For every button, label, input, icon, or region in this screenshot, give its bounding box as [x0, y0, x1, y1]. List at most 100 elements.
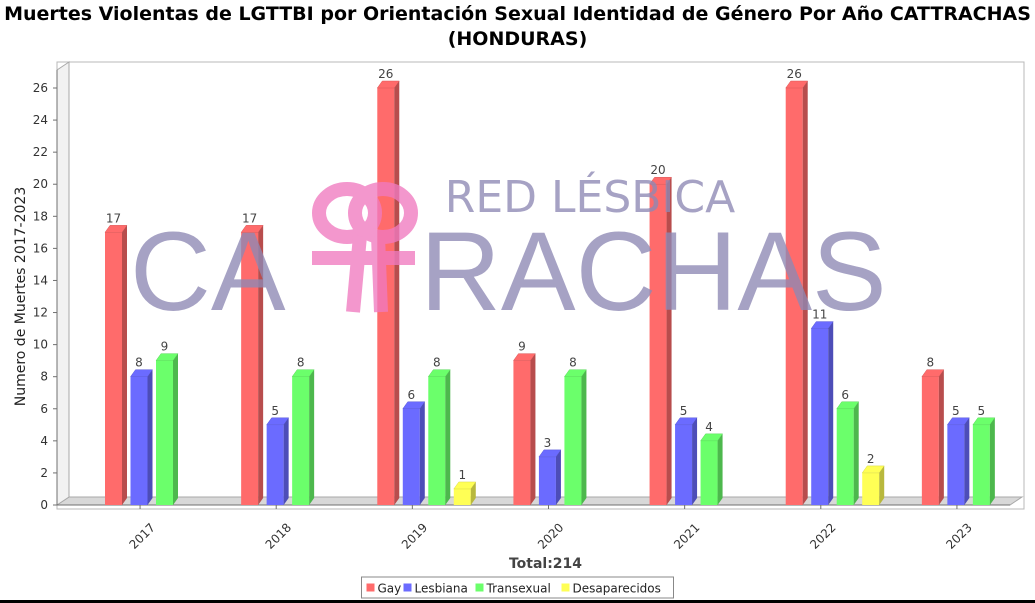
data-label: 2: [867, 452, 875, 466]
legend-box: [361, 576, 674, 599]
bar: [861, 465, 885, 505]
x-tick-label: 2018: [263, 520, 294, 551]
venus-stem-right: [371, 235, 388, 313]
x-tick-label: 2020: [535, 520, 566, 551]
data-label: 8: [297, 356, 305, 370]
bar-side: [394, 81, 400, 505]
legend-swatch: [475, 583, 484, 592]
bar-front: [513, 360, 531, 505]
bar-side: [666, 177, 672, 505]
y-tick-label: 26: [33, 81, 48, 95]
legend-swatch: [561, 583, 570, 592]
data-label: 6: [407, 388, 415, 402]
data-label: 20: [650, 163, 665, 177]
bar-front: [453, 488, 471, 505]
y-tick-label: 10: [33, 338, 48, 352]
bar: [427, 369, 451, 505]
x-tick-label: 2019: [399, 520, 430, 551]
bar: [700, 433, 724, 505]
watermark-text-right: RACHAS: [420, 209, 887, 334]
watermark-venus-logo: [312, 182, 418, 313]
bar-front: [241, 232, 259, 505]
data-label: 8: [135, 356, 143, 370]
bottom-border: [0, 600, 1035, 603]
bar-side: [802, 81, 808, 505]
legend-item: Gay: [366, 582, 402, 596]
data-label: 4: [705, 420, 713, 434]
y-tick-label: 4: [40, 434, 48, 448]
y-tick-label: 22: [33, 145, 48, 159]
bar-side: [419, 401, 425, 505]
bar-side: [445, 369, 451, 505]
data-label: 5: [680, 404, 688, 418]
x-axis-label: Total:214: [509, 556, 582, 572]
legend-label: Gay: [378, 582, 402, 596]
bar-front: [564, 376, 582, 505]
x-tick-label: 2022: [807, 520, 838, 551]
data-label: 9: [518, 340, 526, 354]
x-axis: 2017 2018 2019 2020 2021 2022 2023 Total:214: [126, 505, 975, 572]
bar: [538, 449, 562, 505]
bars: [104, 80, 996, 505]
legend-item: Transexual: [475, 582, 551, 596]
legend-swatch: [366, 583, 375, 592]
data-label: 8: [569, 356, 577, 370]
y-tick-label: 12: [33, 306, 48, 320]
y-tick-label: 2: [40, 466, 48, 480]
bar-front: [130, 376, 148, 505]
legend-label: Transexual: [486, 582, 551, 596]
bar: [836, 401, 860, 505]
bar-side: [470, 481, 476, 505]
bar: [785, 80, 809, 505]
bar-front: [292, 376, 310, 505]
bar-front: [428, 376, 446, 505]
bar: [810, 321, 834, 505]
bar-front: [862, 472, 880, 505]
bar: [130, 369, 153, 505]
y-tick-label: 6: [40, 402, 48, 416]
data-label: 8: [927, 356, 935, 370]
bar: [291, 369, 315, 505]
bar-side: [717, 433, 723, 505]
watermark-top-text: RED LÉSBICA: [445, 170, 735, 223]
x-tick-label: 2023: [943, 520, 974, 551]
data-label: 5: [952, 404, 960, 418]
bar-front: [785, 88, 803, 505]
bar-side: [530, 353, 536, 505]
bar-side: [828, 321, 834, 505]
venus-circle-left: [312, 182, 382, 244]
bar-side: [692, 417, 698, 505]
bar-front: [538, 456, 556, 505]
legend-item: Desaparecidos: [561, 582, 661, 596]
bar-front: [402, 408, 420, 505]
y-tick-label: 8: [40, 370, 48, 384]
bar: [972, 417, 996, 505]
bar: [512, 353, 536, 505]
bar: [240, 225, 264, 505]
legend-swatch: [403, 583, 412, 592]
bar: [453, 481, 477, 505]
data-label: 8: [433, 356, 441, 370]
bar-side: [173, 353, 178, 505]
x-tick-label: 2017: [126, 520, 157, 551]
data-label: 17: [106, 211, 121, 225]
bar: [649, 176, 673, 505]
bar-front: [156, 360, 173, 505]
plot-left-wall: [56, 61, 70, 506]
y-tick-label: 20: [33, 177, 48, 191]
legend-label: Lesbiana: [415, 582, 468, 596]
bar-side: [258, 225, 264, 505]
data-label: 9: [161, 340, 169, 354]
legend-label: Desaparecidos: [573, 582, 661, 596]
watermark-group: RED LÉSBICA CA RACHAS: [130, 170, 887, 334]
data-label: 5: [271, 404, 279, 418]
bar-side: [879, 465, 885, 505]
bar-side: [283, 417, 289, 505]
bar: [674, 417, 698, 505]
bar-side: [555, 449, 561, 505]
bar-front: [836, 408, 854, 505]
bar-front: [675, 424, 693, 505]
watermark: RED LÉSBICA CA RACHAS: [130, 170, 887, 334]
bar: [266, 417, 290, 505]
